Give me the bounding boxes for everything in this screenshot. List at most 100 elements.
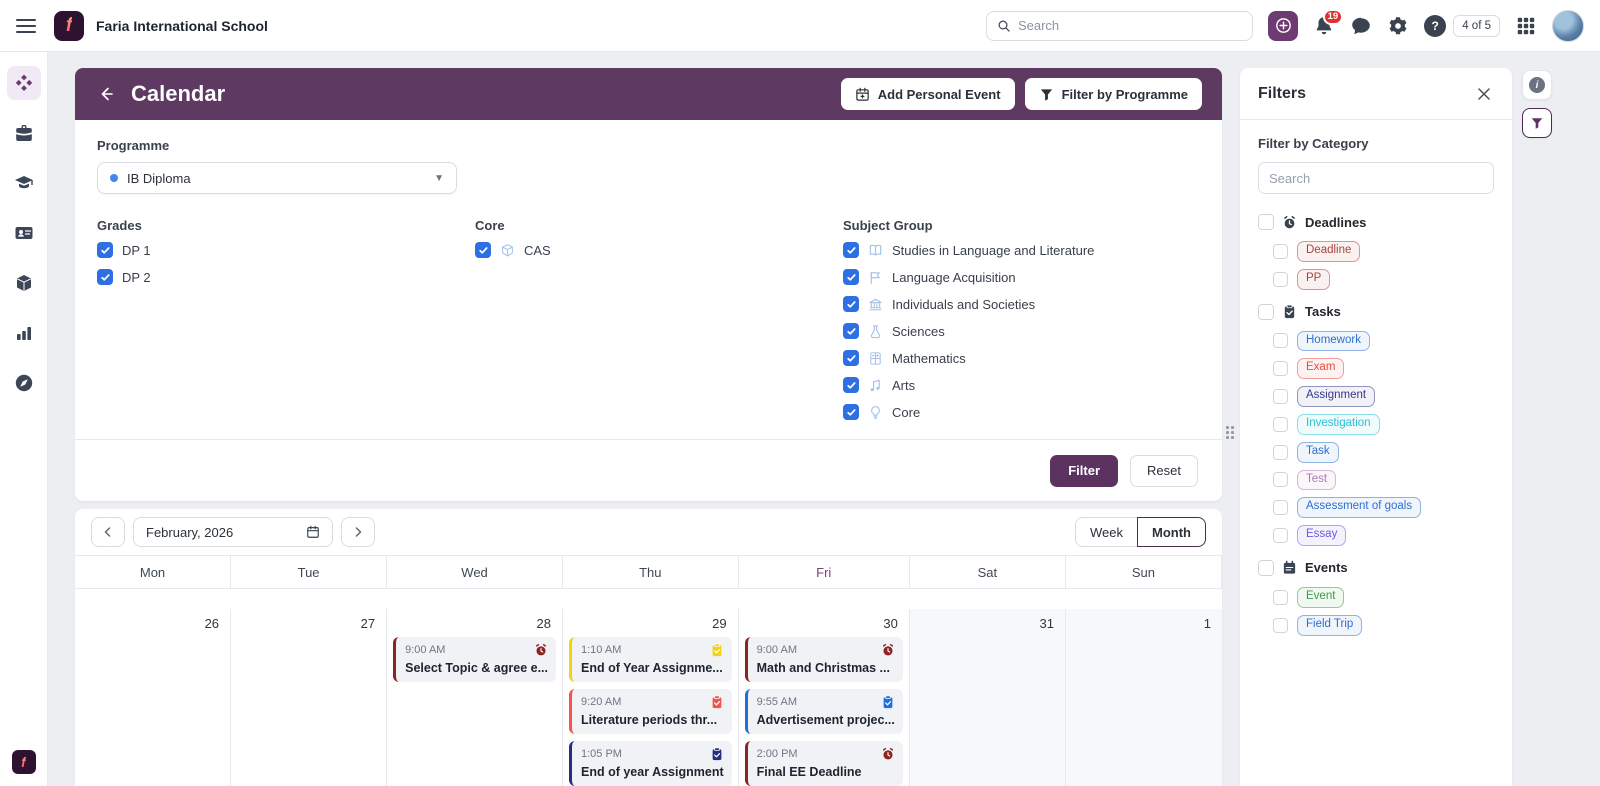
event-head: 2:00 PM: [757, 747, 895, 761]
category-pill-row[interactable]: Assignment: [1273, 386, 1494, 407]
category-pill-row[interactable]: Exam: [1273, 358, 1494, 380]
event-card[interactable]: 1:10 AM End of Year Assignme...: [569, 637, 732, 682]
checkbox[interactable]: [1258, 303, 1274, 320]
help-button[interactable]: ?: [1424, 14, 1447, 37]
hamburger-menu-icon[interactable]: [16, 18, 36, 33]
category-pill-row[interactable]: Deadline: [1273, 241, 1494, 262]
checkbox[interactable]: [97, 242, 113, 258]
month-view-button[interactable]: Month: [1137, 517, 1206, 547]
checkbox[interactable]: [1273, 389, 1288, 405]
calendar-day-cell[interactable]: 29 1:10 AM End of Year Assignme... 9:20 AM L…: [563, 609, 739, 786]
filter-by-programme-button[interactable]: Filter by Programme: [1024, 78, 1202, 110]
category-pill-row[interactable]: Essay: [1273, 525, 1494, 546]
category-pill-row[interactable]: Event: [1273, 586, 1494, 608]
apps-grid-button[interactable]: [1515, 15, 1537, 37]
checkbox[interactable]: [1273, 361, 1288, 377]
checkbox[interactable]: [1273, 500, 1288, 516]
checkbox[interactable]: [1273, 271, 1288, 287]
sidebar-item-compass[interactable]: [7, 366, 41, 400]
quick-add-button[interactable]: [1268, 10, 1299, 41]
category-pill-row[interactable]: Assessment of goals: [1273, 497, 1494, 519]
panel-drag-handle[interactable]: [1226, 426, 1235, 442]
checkbox[interactable]: [475, 242, 491, 258]
checkbox[interactable]: [1273, 444, 1288, 460]
calendar-day-cell[interactable]: 28 9:00 AM Select Topic & agree e...: [387, 609, 563, 786]
checkbox[interactable]: [1273, 528, 1288, 544]
checkbox[interactable]: [843, 377, 859, 393]
add-personal-event-button[interactable]: Add Personal Event: [840, 78, 1015, 110]
category-pill-row[interactable]: Homework: [1273, 330, 1494, 352]
checkbox[interactable]: [843, 242, 859, 258]
faria-logo[interactable]: f: [54, 10, 84, 41]
checkbox[interactable]: [843, 323, 859, 339]
sidebar-item-graduation-cap[interactable]: [7, 166, 41, 200]
previous-month-button[interactable]: [91, 517, 125, 547]
event-card[interactable]: 9:20 AM Literature periods thr...: [569, 689, 732, 734]
event-card[interactable]: 9:00 AM Math and Christmas ...: [744, 637, 903, 682]
subject-checkbox[interactable]: Language Acquisition: [843, 269, 1200, 285]
event-card[interactable]: 9:00 AM Select Topic & agree e...: [393, 637, 556, 682]
sidebar-item-id-card[interactable]: [7, 216, 41, 250]
category-search-input[interactable]: [1258, 162, 1494, 194]
sidebar-item-cube[interactable]: [7, 266, 41, 300]
checkbox[interactable]: [843, 296, 859, 312]
subject-checkbox[interactable]: Mathematics: [843, 350, 1200, 366]
category-pill-row[interactable]: Task: [1273, 441, 1494, 463]
grade-checkbox[interactable]: DP 1: [97, 242, 475, 258]
calendar-day-cell[interactable]: 31: [909, 609, 1066, 786]
checkbox[interactable]: [843, 269, 859, 285]
filters-panel-button[interactable]: [1522, 108, 1552, 138]
event-card[interactable]: 9:55 AM Advertisement projec...: [744, 689, 903, 734]
week-view-button[interactable]: Week: [1075, 517, 1138, 547]
sidebar-item-modules[interactable]: [6, 66, 41, 100]
calendar-day-cell[interactable]: 27: [231, 609, 388, 786]
category-pill-row[interactable]: Test: [1273, 469, 1494, 491]
sidebar-item-briefcase[interactable]: [7, 116, 41, 150]
messages-button[interactable]: [1350, 15, 1372, 37]
subject-checkbox[interactable]: Sciences: [843, 323, 1200, 339]
subject-checkbox[interactable]: Studies in Language and Literature: [843, 242, 1200, 258]
category-pill-row[interactable]: PP: [1273, 268, 1494, 290]
subject-checkbox[interactable]: Individuals and Societies: [843, 296, 1200, 312]
checkbox[interactable]: [1273, 589, 1288, 605]
settings-button[interactable]: [1387, 15, 1409, 37]
checkbox[interactable]: [1258, 559, 1274, 576]
core-checkbox[interactable]: CAS: [475, 242, 843, 258]
calendar-day-cell[interactable]: 26: [75, 609, 232, 786]
global-search[interactable]: [986, 10, 1254, 41]
checkbox[interactable]: [1273, 416, 1288, 432]
grade-checkbox[interactable]: DP 2: [97, 269, 475, 285]
checkbox[interactable]: [843, 350, 859, 366]
category-group-header[interactable]: Events: [1258, 556, 1494, 580]
close-icon[interactable]: [1474, 84, 1494, 104]
period-picker[interactable]: February, 2026: [133, 517, 333, 547]
reset-button[interactable]: Reset: [1130, 454, 1198, 487]
search-input[interactable]: [1017, 18, 1243, 33]
checkbox[interactable]: [1258, 214, 1274, 230]
programme-select[interactable]: IB Diploma ▼: [97, 162, 457, 194]
calendar-day-cell[interactable]: 30 9:00 AM Math and Christmas ... 9:55 AM Ad…: [739, 609, 910, 786]
checkbox[interactable]: [97, 269, 113, 285]
notifications-button[interactable]: 19: [1313, 8, 1344, 37]
subject-checkbox[interactable]: Core: [843, 404, 1200, 420]
filter-button[interactable]: Filter: [1050, 454, 1119, 487]
checkbox[interactable]: [1273, 243, 1288, 259]
event-card[interactable]: 1:05 PM End of year Assignment: [569, 741, 732, 786]
checkbox[interactable]: [1273, 333, 1288, 349]
category-pill-row[interactable]: Field Trip: [1273, 614, 1494, 636]
user-avatar[interactable]: [1552, 9, 1584, 42]
next-month-button[interactable]: [341, 517, 375, 547]
category-pill-row[interactable]: Investigation: [1273, 413, 1494, 435]
subject-checkbox[interactable]: Arts: [843, 377, 1200, 393]
faria-footer-logo[interactable]: f: [11, 750, 36, 774]
checkbox[interactable]: [1273, 617, 1288, 633]
sidebar-item-bar-chart[interactable]: [7, 316, 41, 350]
info-panel-button[interactable]: i: [1522, 70, 1552, 100]
calendar-day-cell[interactable]: 1: [1065, 609, 1222, 786]
checkbox[interactable]: [843, 404, 859, 420]
checkbox[interactable]: [1273, 472, 1288, 488]
category-group-header[interactable]: Tasks: [1258, 300, 1494, 324]
back-button[interactable]: [95, 83, 117, 105]
event-card[interactable]: 2:00 PM Final EE Deadline: [744, 741, 903, 786]
category-group-header[interactable]: Deadlines: [1258, 210, 1494, 234]
